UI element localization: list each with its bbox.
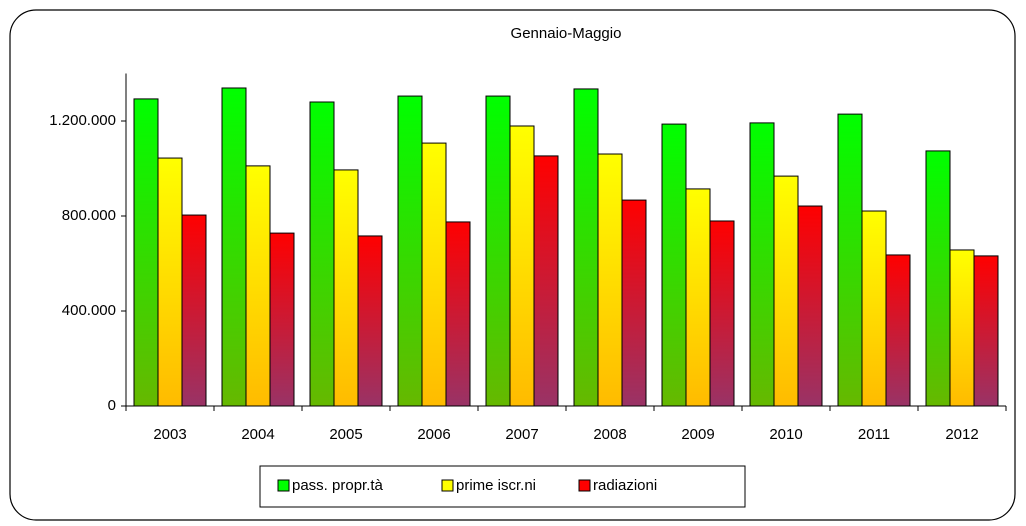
x-tick-label: 2012 xyxy=(945,426,978,443)
legend-label: pass. propr.tà xyxy=(292,477,384,494)
legend-swatch xyxy=(578,479,591,492)
bar xyxy=(181,214,207,407)
bar xyxy=(573,88,599,407)
bar xyxy=(533,155,559,407)
bar xyxy=(949,249,975,407)
bar xyxy=(245,165,271,407)
x-tick-label: 2003 xyxy=(153,426,186,443)
bar xyxy=(269,232,295,407)
x-tick-label: 2009 xyxy=(681,426,714,443)
bar xyxy=(773,175,799,407)
bar xyxy=(885,254,911,407)
bar xyxy=(925,150,951,407)
y-tick-label: 1.200.000 xyxy=(49,112,116,129)
bar xyxy=(509,125,535,407)
legend-label: radiazioni xyxy=(593,477,657,494)
x-tick-label: 2004 xyxy=(241,426,274,443)
bar xyxy=(661,123,687,407)
bar xyxy=(445,221,471,407)
legend-swatch xyxy=(441,479,454,492)
x-tick-label: 2005 xyxy=(329,426,362,443)
bar xyxy=(221,87,247,407)
x-tick-label: 2008 xyxy=(593,426,626,443)
bar xyxy=(333,169,359,407)
chart-title: Gennaio-Maggio xyxy=(511,25,622,42)
bar xyxy=(133,98,159,407)
y-tick-label: 400.000 xyxy=(62,302,116,319)
legend-box xyxy=(259,465,746,508)
x-tick-label: 2011 xyxy=(858,426,890,443)
bar xyxy=(421,142,447,407)
x-tick-label: 2010 xyxy=(769,426,802,443)
bar xyxy=(973,255,999,407)
bar xyxy=(861,210,887,407)
bar xyxy=(309,101,335,407)
y-tick-label: 800.000 xyxy=(62,207,116,224)
bar xyxy=(709,220,735,407)
bar xyxy=(357,235,383,407)
bar xyxy=(397,95,423,407)
bar xyxy=(685,188,711,407)
legend-label: prime iscr.ni xyxy=(456,477,536,494)
legend-swatch xyxy=(277,479,290,492)
bar xyxy=(157,157,183,407)
bar xyxy=(597,153,623,407)
y-tick-label: 0 xyxy=(108,397,116,414)
bar xyxy=(837,113,863,407)
x-tick-label: 2006 xyxy=(417,426,450,443)
bar xyxy=(485,95,511,407)
x-tick-label: 2007 xyxy=(505,426,538,443)
bar xyxy=(749,122,775,407)
bar xyxy=(797,205,823,407)
bar xyxy=(621,199,647,407)
